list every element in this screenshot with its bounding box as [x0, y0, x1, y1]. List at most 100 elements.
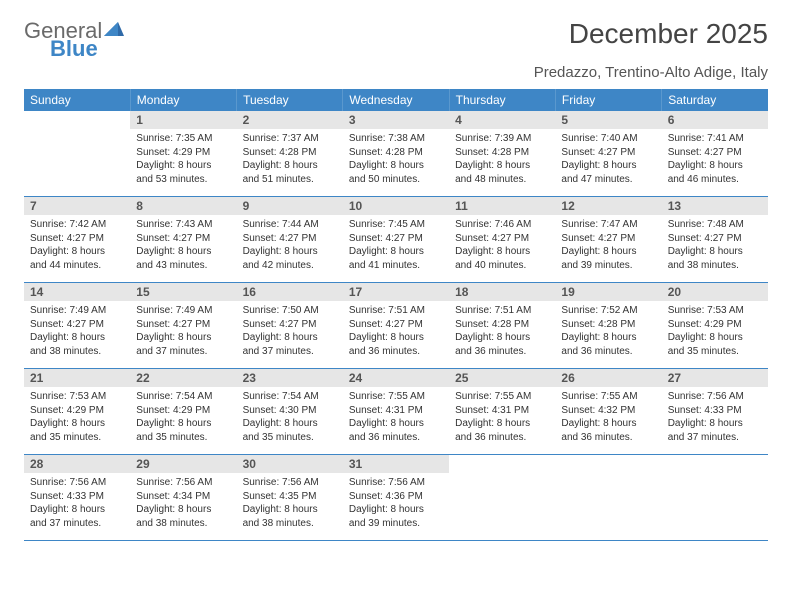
day-sunrise: Sunrise: 7:35 AM: [136, 132, 230, 146]
day-cell: Sunrise: 7:46 AMSunset: 4:27 PMDaylight:…: [449, 215, 555, 283]
day-sunset: Sunset: 4:31 PM: [349, 404, 443, 418]
day-number: 4: [449, 111, 555, 129]
day-day2: and 46 minutes.: [668, 173, 762, 187]
day-cell: Sunrise: 7:40 AMSunset: 4:27 PMDaylight:…: [555, 129, 661, 197]
day-sunrise: Sunrise: 7:54 AM: [243, 390, 337, 404]
day-sunrise: Sunrise: 7:43 AM: [136, 218, 230, 232]
day-sunset: Sunset: 4:27 PM: [561, 232, 655, 246]
day-day2: and 53 minutes.: [136, 173, 230, 187]
day-day2: and 39 minutes.: [349, 517, 443, 531]
day-day2: and 37 minutes.: [243, 345, 337, 359]
daynum-row: 78910111213: [24, 197, 768, 216]
day-number: 12: [555, 197, 661, 216]
day-day2: and 35 minutes.: [243, 431, 337, 445]
day-cell: Sunrise: 7:56 AMSunset: 4:33 PMDaylight:…: [662, 387, 768, 455]
day-cell: Sunrise: 7:45 AMSunset: 4:27 PMDaylight:…: [343, 215, 449, 283]
day-number: 7: [24, 197, 130, 216]
weekday-header: Thursday: [449, 89, 555, 111]
day-number: 28: [24, 455, 130, 474]
day-sunset: Sunset: 4:27 PM: [30, 318, 124, 332]
day-number: 20: [662, 283, 768, 302]
day-cell: Sunrise: 7:56 AMSunset: 4:35 PMDaylight:…: [237, 473, 343, 541]
day-number: 31: [343, 455, 449, 474]
day-sunrise: Sunrise: 7:49 AM: [30, 304, 124, 318]
day-day1: Daylight: 8 hours: [136, 417, 230, 431]
day-sunrise: Sunrise: 7:56 AM: [30, 476, 124, 490]
day-sunrise: Sunrise: 7:48 AM: [668, 218, 762, 232]
day-cell: Sunrise: 7:52 AMSunset: 4:28 PMDaylight:…: [555, 301, 661, 369]
day-day2: and 43 minutes.: [136, 259, 230, 273]
day-day1: Daylight: 8 hours: [668, 331, 762, 345]
day-cell: Sunrise: 7:49 AMSunset: 4:27 PMDaylight:…: [24, 301, 130, 369]
day-sunrise: Sunrise: 7:47 AM: [561, 218, 655, 232]
day-day2: and 36 minutes.: [455, 431, 549, 445]
day-sunset: Sunset: 4:27 PM: [455, 232, 549, 246]
day-cell: Sunrise: 7:53 AMSunset: 4:29 PMDaylight:…: [24, 387, 130, 455]
daynum-row: 123456: [24, 111, 768, 129]
day-number: 11: [449, 197, 555, 216]
day-day1: Daylight: 8 hours: [349, 245, 443, 259]
day-sunrise: Sunrise: 7:50 AM: [243, 304, 337, 318]
day-sunrise: Sunrise: 7:38 AM: [349, 132, 443, 146]
day-number: [449, 455, 555, 474]
day-sunrise: Sunrise: 7:42 AM: [30, 218, 124, 232]
day-sunset: Sunset: 4:30 PM: [243, 404, 337, 418]
day-cell: Sunrise: 7:41 AMSunset: 4:27 PMDaylight:…: [662, 129, 768, 197]
day-sunrise: Sunrise: 7:52 AM: [561, 304, 655, 318]
weekday-header: Tuesday: [237, 89, 343, 111]
day-number: 19: [555, 283, 661, 302]
day-sunrise: Sunrise: 7:56 AM: [349, 476, 443, 490]
day-sunrise: Sunrise: 7:55 AM: [455, 390, 549, 404]
day-day2: and 36 minutes.: [561, 431, 655, 445]
day-sunrise: Sunrise: 7:55 AM: [561, 390, 655, 404]
day-cell: [449, 473, 555, 541]
weekday-header: Friday: [555, 89, 661, 111]
day-number: 3: [343, 111, 449, 129]
day-day1: Daylight: 8 hours: [243, 245, 337, 259]
day-cell: Sunrise: 7:55 AMSunset: 4:32 PMDaylight:…: [555, 387, 661, 455]
day-day2: and 50 minutes.: [349, 173, 443, 187]
day-day2: and 47 minutes.: [561, 173, 655, 187]
calendar-table: Sunday Monday Tuesday Wednesday Thursday…: [24, 89, 768, 541]
day-cell: Sunrise: 7:47 AMSunset: 4:27 PMDaylight:…: [555, 215, 661, 283]
day-sunrise: Sunrise: 7:39 AM: [455, 132, 549, 146]
day-day1: Daylight: 8 hours: [668, 417, 762, 431]
day-sunrise: Sunrise: 7:55 AM: [349, 390, 443, 404]
day-day1: Daylight: 8 hours: [243, 417, 337, 431]
day-data-row: Sunrise: 7:35 AMSunset: 4:29 PM Daylight:…: [24, 129, 768, 197]
day-sunset: Sunset: 4:29 PM: [136, 146, 230, 160]
day-sunset: Sunset: 4:27 PM: [136, 232, 230, 246]
day-day2: and 51 minutes.: [243, 173, 337, 187]
day-cell: Sunrise: 7:56 AMSunset: 4:33 PMDaylight:…: [24, 473, 130, 541]
day-sunset: Sunset: 4:28 PM: [455, 146, 549, 160]
day-cell: Sunrise: 7:56 AMSunset: 4:34 PMDaylight:…: [130, 473, 236, 541]
day-day2: and 36 minutes.: [455, 345, 549, 359]
day-sunset: Sunset: 4:33 PM: [30, 490, 124, 504]
day-number: 22: [130, 369, 236, 388]
day-day2: and 35 minutes.: [136, 431, 230, 445]
day-sunset: Sunset: 4:36 PM: [349, 490, 443, 504]
day-number: 2: [237, 111, 343, 129]
day-day2: and 36 minutes.: [349, 345, 443, 359]
day-cell: Sunrise: 7:35 AMSunset: 4:29 PMDaylight:…: [130, 129, 236, 197]
day-number: 25: [449, 369, 555, 388]
day-cell: Sunrise: 7:55 AMSunset: 4:31 PMDaylight:…: [343, 387, 449, 455]
day-cell: Sunrise: 7:49 AMSunset: 4:27 PMDaylight:…: [130, 301, 236, 369]
day-day2: and 38 minutes.: [243, 517, 337, 531]
day-number: 15: [130, 283, 236, 302]
page-title: December 2025: [569, 18, 768, 50]
day-day1: Daylight: 8 hours: [349, 159, 443, 173]
weekday-header: Wednesday: [343, 89, 449, 111]
day-sunset: Sunset: 4:34 PM: [136, 490, 230, 504]
day-cell: [24, 129, 130, 197]
day-sunset: Sunset: 4:27 PM: [668, 232, 762, 246]
day-day1: Daylight: 8 hours: [455, 245, 549, 259]
day-day2: and 39 minutes.: [561, 259, 655, 273]
day-sunrise: Sunrise: 7:56 AM: [243, 476, 337, 490]
day-sunrise: Sunrise: 7:40 AM: [561, 132, 655, 146]
day-sunrise: Sunrise: 7:37 AM: [243, 132, 337, 146]
day-day1: Daylight: 8 hours: [243, 159, 337, 173]
day-cell: Sunrise: 7:43 AMSunset: 4:27 PMDaylight:…: [130, 215, 236, 283]
day-cell: Sunrise: 7:54 AMSunset: 4:29 PMDaylight:…: [130, 387, 236, 455]
day-data-row: Sunrise: 7:53 AMSunset: 4:29 PMDaylight:…: [24, 387, 768, 455]
